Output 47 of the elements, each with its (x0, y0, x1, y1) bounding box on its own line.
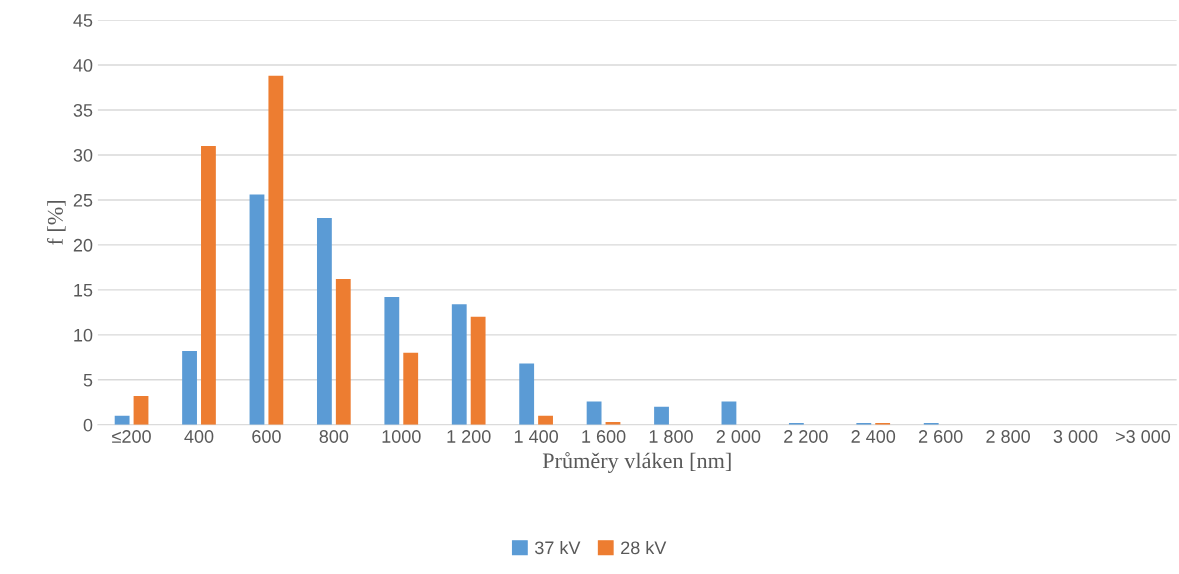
bar (114, 415, 130, 425)
legend-label: 28 kV (621, 540, 667, 555)
x-tick-label: >3 000 (1115, 430, 1171, 443)
bar (538, 415, 553, 425)
x-axis-title: Průměry vláken [nm] (542, 452, 731, 473)
y-tick-label: 35 (73, 103, 93, 117)
bar (201, 145, 216, 425)
y-tick-label: 5 (83, 373, 93, 387)
x-tick-label: ≤200 (112, 430, 151, 443)
bar (586, 401, 602, 425)
x-tick-label: 1 200 (447, 430, 491, 443)
x-tick-label: 800 (319, 430, 349, 443)
y-axis-title: f [%] (46, 200, 66, 245)
x-tick-label: 600 (252, 430, 281, 443)
legend-label: 37 kV (534, 540, 581, 555)
x-tick-label: 2 600 (918, 430, 963, 443)
x-tick-label: 1 800 (649, 430, 693, 443)
bar (268, 75, 284, 425)
bar (249, 194, 265, 425)
x-tick-label: 400 (184, 430, 214, 443)
y-tick-label: 30 (73, 148, 93, 162)
y-tick-label: 25 (73, 193, 93, 207)
bar (182, 351, 197, 425)
x-tick-label: 2 800 (986, 430, 1030, 443)
x-tick-label: 2 200 (784, 430, 828, 443)
bar (403, 352, 419, 425)
x-tick-label: 1 400 (514, 430, 558, 443)
x-tick-label: 3 000 (1053, 430, 1098, 443)
x-tick-label: 2 400 (851, 430, 896, 443)
bar (384, 297, 400, 425)
bar (519, 363, 535, 425)
bar (470, 316, 486, 425)
bar (721, 401, 737, 425)
bar (316, 217, 332, 425)
bar (133, 395, 149, 425)
y-tick-label: 45 (73, 14, 93, 27)
y-tick-label: 20 (73, 238, 93, 252)
bar (451, 304, 467, 425)
y-tick-label: 10 (74, 328, 93, 342)
y-tick-label: 15 (74, 283, 93, 297)
x-tick-label: 2 000 (716, 430, 761, 443)
x-tick-label: 1000 (382, 430, 421, 443)
bar (654, 406, 669, 425)
y-tick-label: 40 (73, 58, 93, 72)
bar (335, 279, 351, 425)
x-tick-label: 1 600 (582, 430, 626, 443)
y-tick-label: 0 (83, 418, 93, 432)
